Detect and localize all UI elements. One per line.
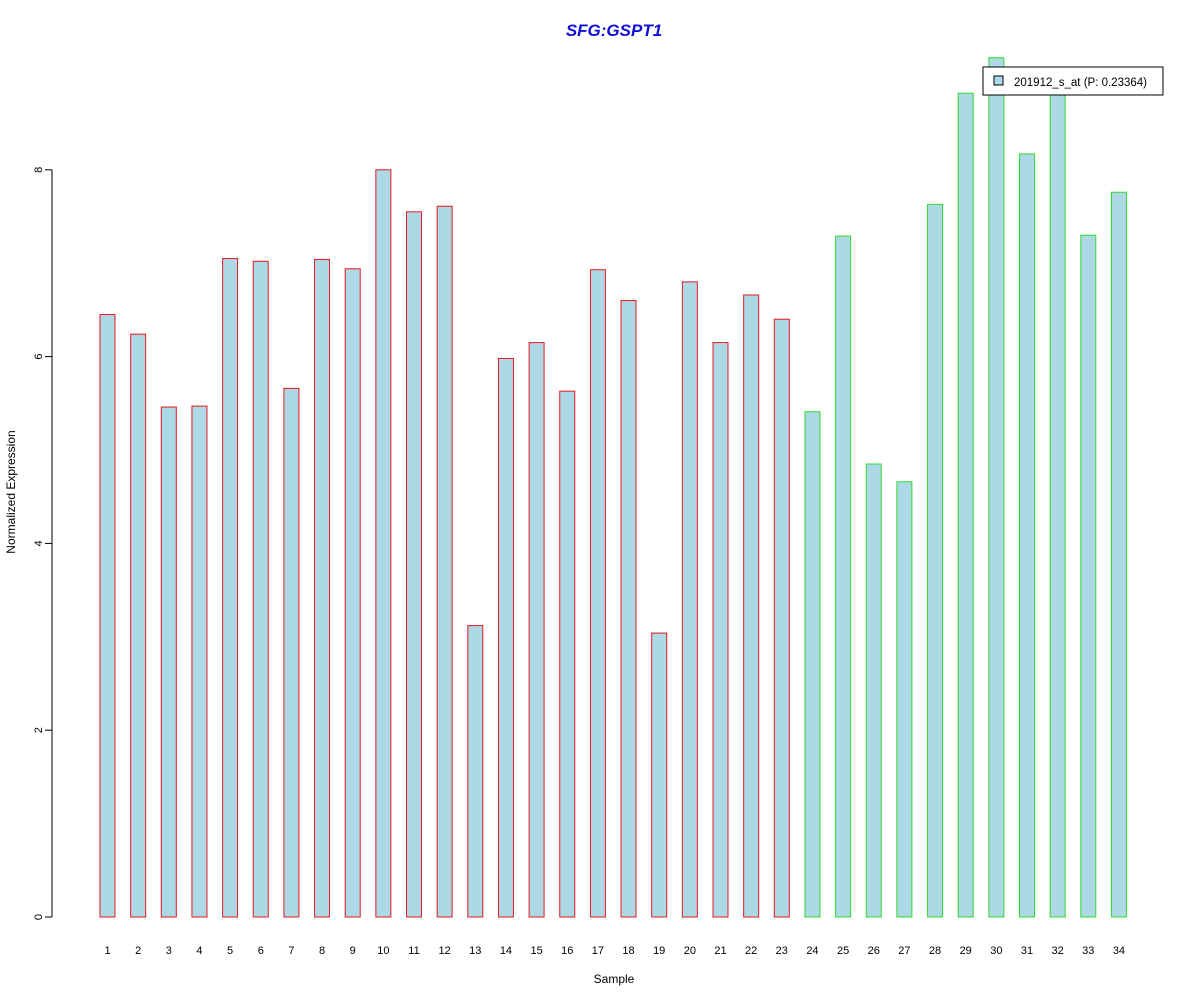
x-tick-label: 10 <box>377 945 389 957</box>
x-tick-label: 16 <box>561 945 573 957</box>
y-tick-label: 0 <box>33 914 45 920</box>
x-tick-label: 11 <box>408 945 419 957</box>
bar-sample-33 <box>1080 234 1097 918</box>
x-tick-label: 23 <box>776 945 788 957</box>
bar-sample-24 <box>804 411 821 918</box>
x-tick-label: 30 <box>990 945 1002 957</box>
bar-sample-1 <box>99 314 116 918</box>
y-tick-label: 4 <box>33 540 45 546</box>
bar-sample-17 <box>589 269 606 918</box>
x-tick-label: 20 <box>684 945 696 957</box>
bar-sample-4 <box>191 405 208 918</box>
chart-title: SFG:GSPT1 <box>566 21 662 40</box>
legend-swatch <box>993 75 1004 86</box>
x-tick-label: 1 <box>104 945 110 957</box>
x-tick-label: 13 <box>469 945 481 957</box>
bar-sample-7 <box>283 387 300 918</box>
x-tick-label: 24 <box>806 945 818 957</box>
x-tick-label: 32 <box>1052 945 1064 957</box>
y-tick-label: 8 <box>33 167 45 173</box>
bar-sample-27 <box>896 481 913 918</box>
legend-box <box>982 66 1164 96</box>
x-tick-label: 22 <box>745 945 757 957</box>
x-tick-label: 6 <box>258 945 264 957</box>
bar-sample-19 <box>651 632 668 918</box>
x-axis-label: Sample <box>594 972 635 986</box>
x-tick-label: 28 <box>929 945 941 957</box>
bar-sample-34 <box>1110 191 1127 918</box>
bar-sample-26 <box>865 463 882 918</box>
bar-sample-3 <box>160 406 177 918</box>
legend-label: 201912_s_at (P: 0.23364) <box>1014 77 1147 89</box>
y-axis-label: Normalized Expression <box>4 430 18 553</box>
x-tick-label: 12 <box>439 945 451 957</box>
bar-sample-28 <box>927 203 944 918</box>
bar-sample-23 <box>773 318 790 918</box>
bar-sample-18 <box>620 300 637 918</box>
y-axis: 0 2 4 6 8 <box>33 167 53 920</box>
bar-sample-13 <box>467 625 484 918</box>
x-tick-label: 17 <box>592 945 604 957</box>
bar-sample-11 <box>406 211 422 918</box>
bar-sample-31 <box>1019 153 1035 918</box>
legend: 201912_s_at (P: 0.23364) <box>982 66 1164 96</box>
bar-sample-9 <box>344 268 361 918</box>
x-tick-label: 34 <box>1113 945 1125 957</box>
y-tick-label: 6 <box>33 354 45 360</box>
bar-sample-21 <box>712 342 729 918</box>
x-tick-label: 9 <box>350 945 356 957</box>
x-tick-label: 2 <box>135 945 141 957</box>
bar-sample-30 <box>988 57 1005 918</box>
x-tick-label: 27 <box>898 945 910 957</box>
x-tick-label: 15 <box>530 945 542 957</box>
bar-sample-15 <box>528 342 545 918</box>
bar-sample-20 <box>681 281 698 918</box>
bar-sample-32 <box>1049 87 1066 918</box>
bar-sample-25 <box>835 235 852 918</box>
x-tick-label: 7 <box>288 945 294 957</box>
bar-sample-12 <box>436 205 453 918</box>
bar-sample-29 <box>957 92 974 918</box>
x-tick-label: 14 <box>500 945 512 957</box>
bar-sample-2 <box>130 333 147 918</box>
bars <box>99 57 1127 918</box>
x-tick-label: 4 <box>196 945 202 957</box>
x-tick-label: 3 <box>166 945 172 957</box>
x-tick-label: 29 <box>960 945 972 957</box>
bar-sample-10 <box>375 169 392 918</box>
x-tick-label: 21 <box>714 945 726 957</box>
bar-sample-22 <box>743 294 760 918</box>
x-tick-labels: 1 2 3 4 5 6 7 8 9 10 11 12 13 14 15 16 17 18 19 20 21 22 23 24 2… <box>104 945 1125 957</box>
x-tick-label: 25 <box>837 945 849 957</box>
x-tick-label: 18 <box>622 945 634 957</box>
bar-sample-6 <box>252 260 269 918</box>
bar-sample-8 <box>314 258 331 918</box>
bar-sample-5 <box>222 258 239 918</box>
x-tick-label: 31 <box>1021 945 1033 957</box>
x-tick-label: 8 <box>319 945 325 957</box>
bar-sample-16 <box>559 390 576 918</box>
x-tick-label: 33 <box>1082 945 1094 957</box>
x-tick-label: 19 <box>653 945 665 957</box>
x-tick-label: 5 <box>227 945 233 957</box>
y-tick-label: 2 <box>33 727 45 733</box>
x-tick-label: 26 <box>868 945 880 957</box>
bar-sample-14 <box>497 357 514 918</box>
